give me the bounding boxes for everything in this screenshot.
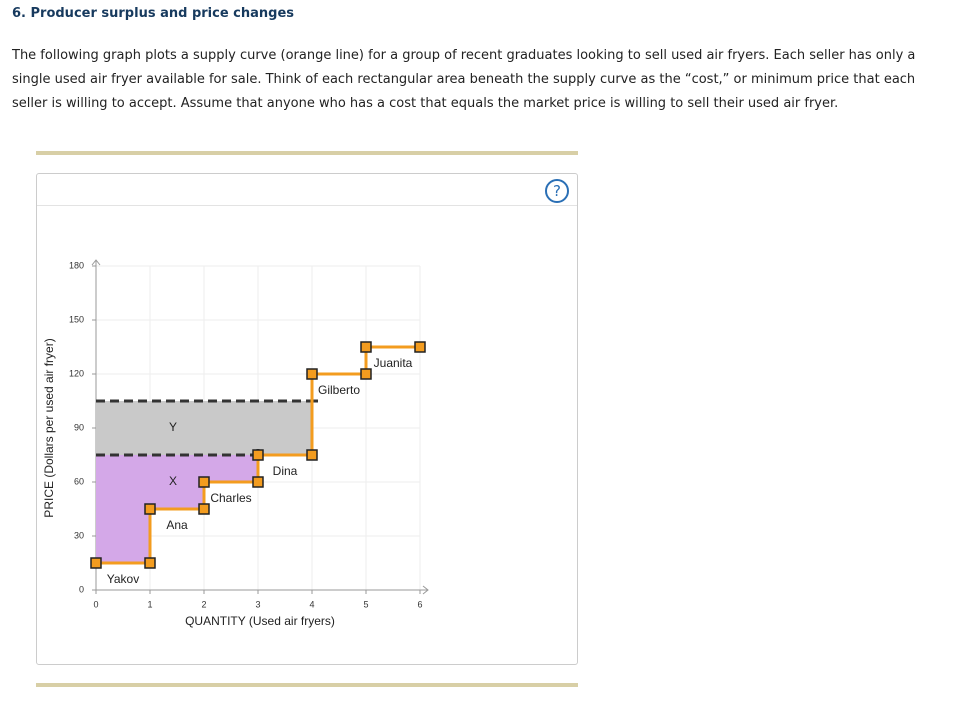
x-tick-label: 1 [147,599,152,609]
area-label: Y [169,420,177,434]
supply-point [252,476,264,488]
supply-point [144,503,156,515]
y-tick-label: 90 [74,422,84,432]
x-tick-label: 0 [93,599,98,609]
x-tick-label: 6 [417,599,422,609]
seller-label: Juanita [374,356,413,370]
y-tick-label: 180 [69,260,84,270]
area-x [150,455,204,509]
x-axis-label: QUANTITY (Used air fryers) [185,614,335,628]
y-axis-label: PRICE (Dollars per used air fryer) [42,338,56,517]
supply-point [360,368,372,380]
x-tick-label: 3 [255,599,260,609]
seller-label: Gilberto [318,383,360,397]
area-y [204,401,258,455]
x-tick-label: 5 [363,599,368,609]
supply-point [306,368,318,380]
supply-point [90,557,102,569]
y-axis-arrow [91,259,101,266]
help-button[interactable]: ? [545,179,569,203]
supply-point [414,341,426,353]
y-tick-label: 0 [79,584,84,594]
seller-label: Dina [273,464,298,478]
area-y [96,401,150,455]
supply-point [144,557,156,569]
seller-label: Yakov [107,572,139,586]
x-tick-label: 2 [201,599,206,609]
y-tick-label: 30 [74,530,84,540]
area-label: X [169,474,177,488]
seller-label: Charles [210,491,251,505]
area-x [96,455,150,563]
panel-header-line [37,205,577,206]
supply-point [306,449,318,461]
y-tick-label: 60 [74,476,84,486]
area-x [204,455,258,482]
divider [36,151,578,155]
area-y [150,401,204,455]
x-tick-label: 4 [309,599,314,609]
seller-label: Ana [166,518,188,532]
y-tick-label: 120 [69,368,84,378]
supply-point [360,341,372,353]
divider [36,683,578,687]
supply-point [198,476,210,488]
supply-point [252,449,264,461]
instructions: The following graph plots a supply curve… [12,48,916,111]
graph-panel: ? [36,173,578,665]
y-tick-label: 150 [69,314,84,324]
area-y [258,401,312,455]
question-title: 6. Producer surplus and price changes [12,6,295,21]
x-axis-arrow [422,585,429,595]
supply-point [198,503,210,515]
